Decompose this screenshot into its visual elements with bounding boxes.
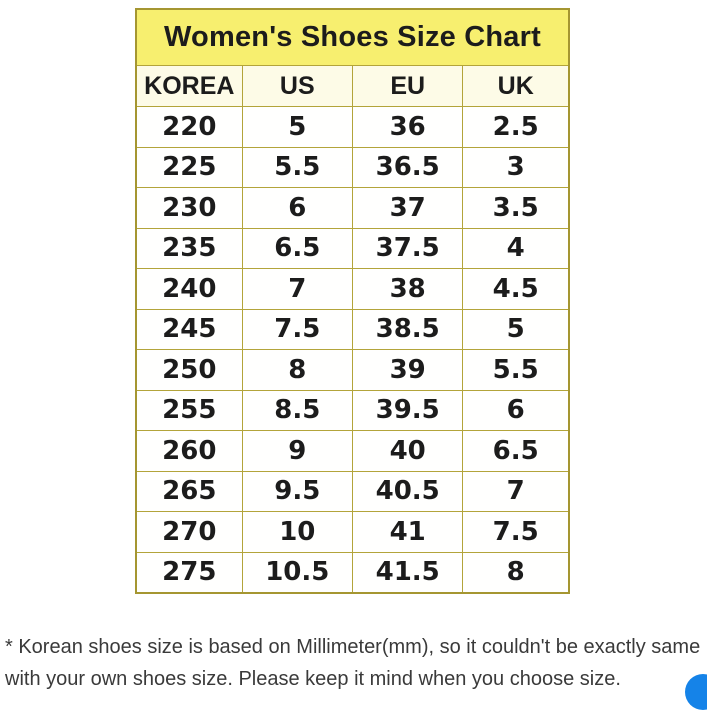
size-cell: 8	[462, 551, 570, 594]
footnote: * Korean shoes size is based on Millimet…	[5, 631, 705, 695]
size-cell: 5.5	[462, 349, 570, 391]
size-cell: 6.5	[241, 227, 353, 269]
size-cell: 6	[241, 187, 353, 229]
size-cell: 5.5	[241, 146, 353, 188]
size-cell: 9.5	[241, 470, 353, 512]
footnote-line-1: * Korean shoes size is based on Millimet…	[5, 636, 701, 658]
size-cell: 250	[135, 349, 243, 391]
table-row: 255 8.5 39.5 6	[135, 389, 570, 431]
size-cell: 36.5	[351, 146, 464, 188]
size-cell: 255	[135, 389, 243, 431]
size-cell: 240	[135, 268, 243, 310]
size-cell: 8.5	[241, 389, 353, 431]
size-cell: 270	[135, 511, 243, 553]
size-cell: 230	[135, 187, 243, 229]
size-cell: 10	[241, 511, 353, 553]
table-row: 245 7.5 38.5 5	[135, 308, 570, 350]
size-cell: 220	[135, 106, 243, 148]
column-header-korea: KOREA	[135, 65, 243, 107]
size-cell: 4	[462, 227, 570, 269]
size-chart-table: Women's Shoes Size Chart KOREA US EU UK …	[135, 8, 570, 594]
column-header-eu: EU	[351, 65, 464, 107]
size-cell: 4.5	[462, 268, 570, 310]
size-cell: 3.5	[462, 187, 570, 229]
size-cell: 10.5	[241, 551, 353, 594]
size-table-body: 220 5 36 2.5 225 5.5 36.5 3 230 6 37 3.5 235 6.5 37.5 4…	[135, 106, 570, 594]
size-cell: 40.5	[351, 470, 464, 512]
column-header-us: US	[241, 65, 353, 107]
size-cell: 260	[135, 430, 243, 472]
size-cell: 5	[241, 106, 353, 148]
table-row: 275 10.5 41.5 8	[135, 551, 570, 594]
size-cell: 8	[241, 349, 353, 391]
size-cell: 37	[351, 187, 464, 229]
table-header-row: KOREA US EU UK	[135, 65, 570, 107]
size-cell: 7.5	[241, 308, 353, 350]
size-cell: 7.5	[462, 511, 570, 553]
table-row: 260 9 40 6.5	[135, 430, 570, 472]
size-cell: 9	[241, 430, 353, 472]
size-cell: 38.5	[351, 308, 464, 350]
table-row: 265 9.5 40.5 7	[135, 470, 570, 512]
table-row: 225 5.5 36.5 3	[135, 146, 570, 188]
table-row: 270 10 41 7.5	[135, 511, 570, 553]
size-cell: 40	[351, 430, 464, 472]
table-row: 230 6 37 3.5	[135, 187, 570, 229]
table-row: 220 5 36 2.5	[135, 106, 570, 148]
size-cell: 38	[351, 268, 464, 310]
size-cell: 6	[462, 389, 570, 431]
size-cell: 36	[351, 106, 464, 148]
size-cell: 235	[135, 227, 243, 269]
size-cell: 2.5	[462, 106, 570, 148]
size-cell: 37.5	[351, 227, 464, 269]
size-cell: 5	[462, 308, 570, 350]
size-cell: 41	[351, 511, 464, 553]
size-cell: 3	[462, 146, 570, 188]
size-cell: 225	[135, 146, 243, 188]
size-cell: 39	[351, 349, 464, 391]
size-cell: 7	[462, 470, 570, 512]
size-cell: 41.5	[351, 551, 464, 594]
size-cell: 6.5	[462, 430, 570, 472]
size-cell: 245	[135, 308, 243, 350]
table-title: Women's Shoes Size Chart	[135, 8, 570, 66]
table-title-row: Women's Shoes Size Chart	[135, 8, 570, 66]
size-cell: 7	[241, 268, 353, 310]
size-cell: 39.5	[351, 389, 464, 431]
footnote-line-2: with your own shoes size. Please keep it…	[5, 668, 621, 690]
table-row: 250 8 39 5.5	[135, 349, 570, 391]
table-row: 240 7 38 4.5	[135, 268, 570, 310]
size-cell: 265	[135, 470, 243, 512]
floating-action-button[interactable]	[685, 674, 707, 710]
column-header-uk: UK	[462, 65, 570, 107]
table-row: 235 6.5 37.5 4	[135, 227, 570, 269]
size-cell: 275	[135, 551, 243, 594]
